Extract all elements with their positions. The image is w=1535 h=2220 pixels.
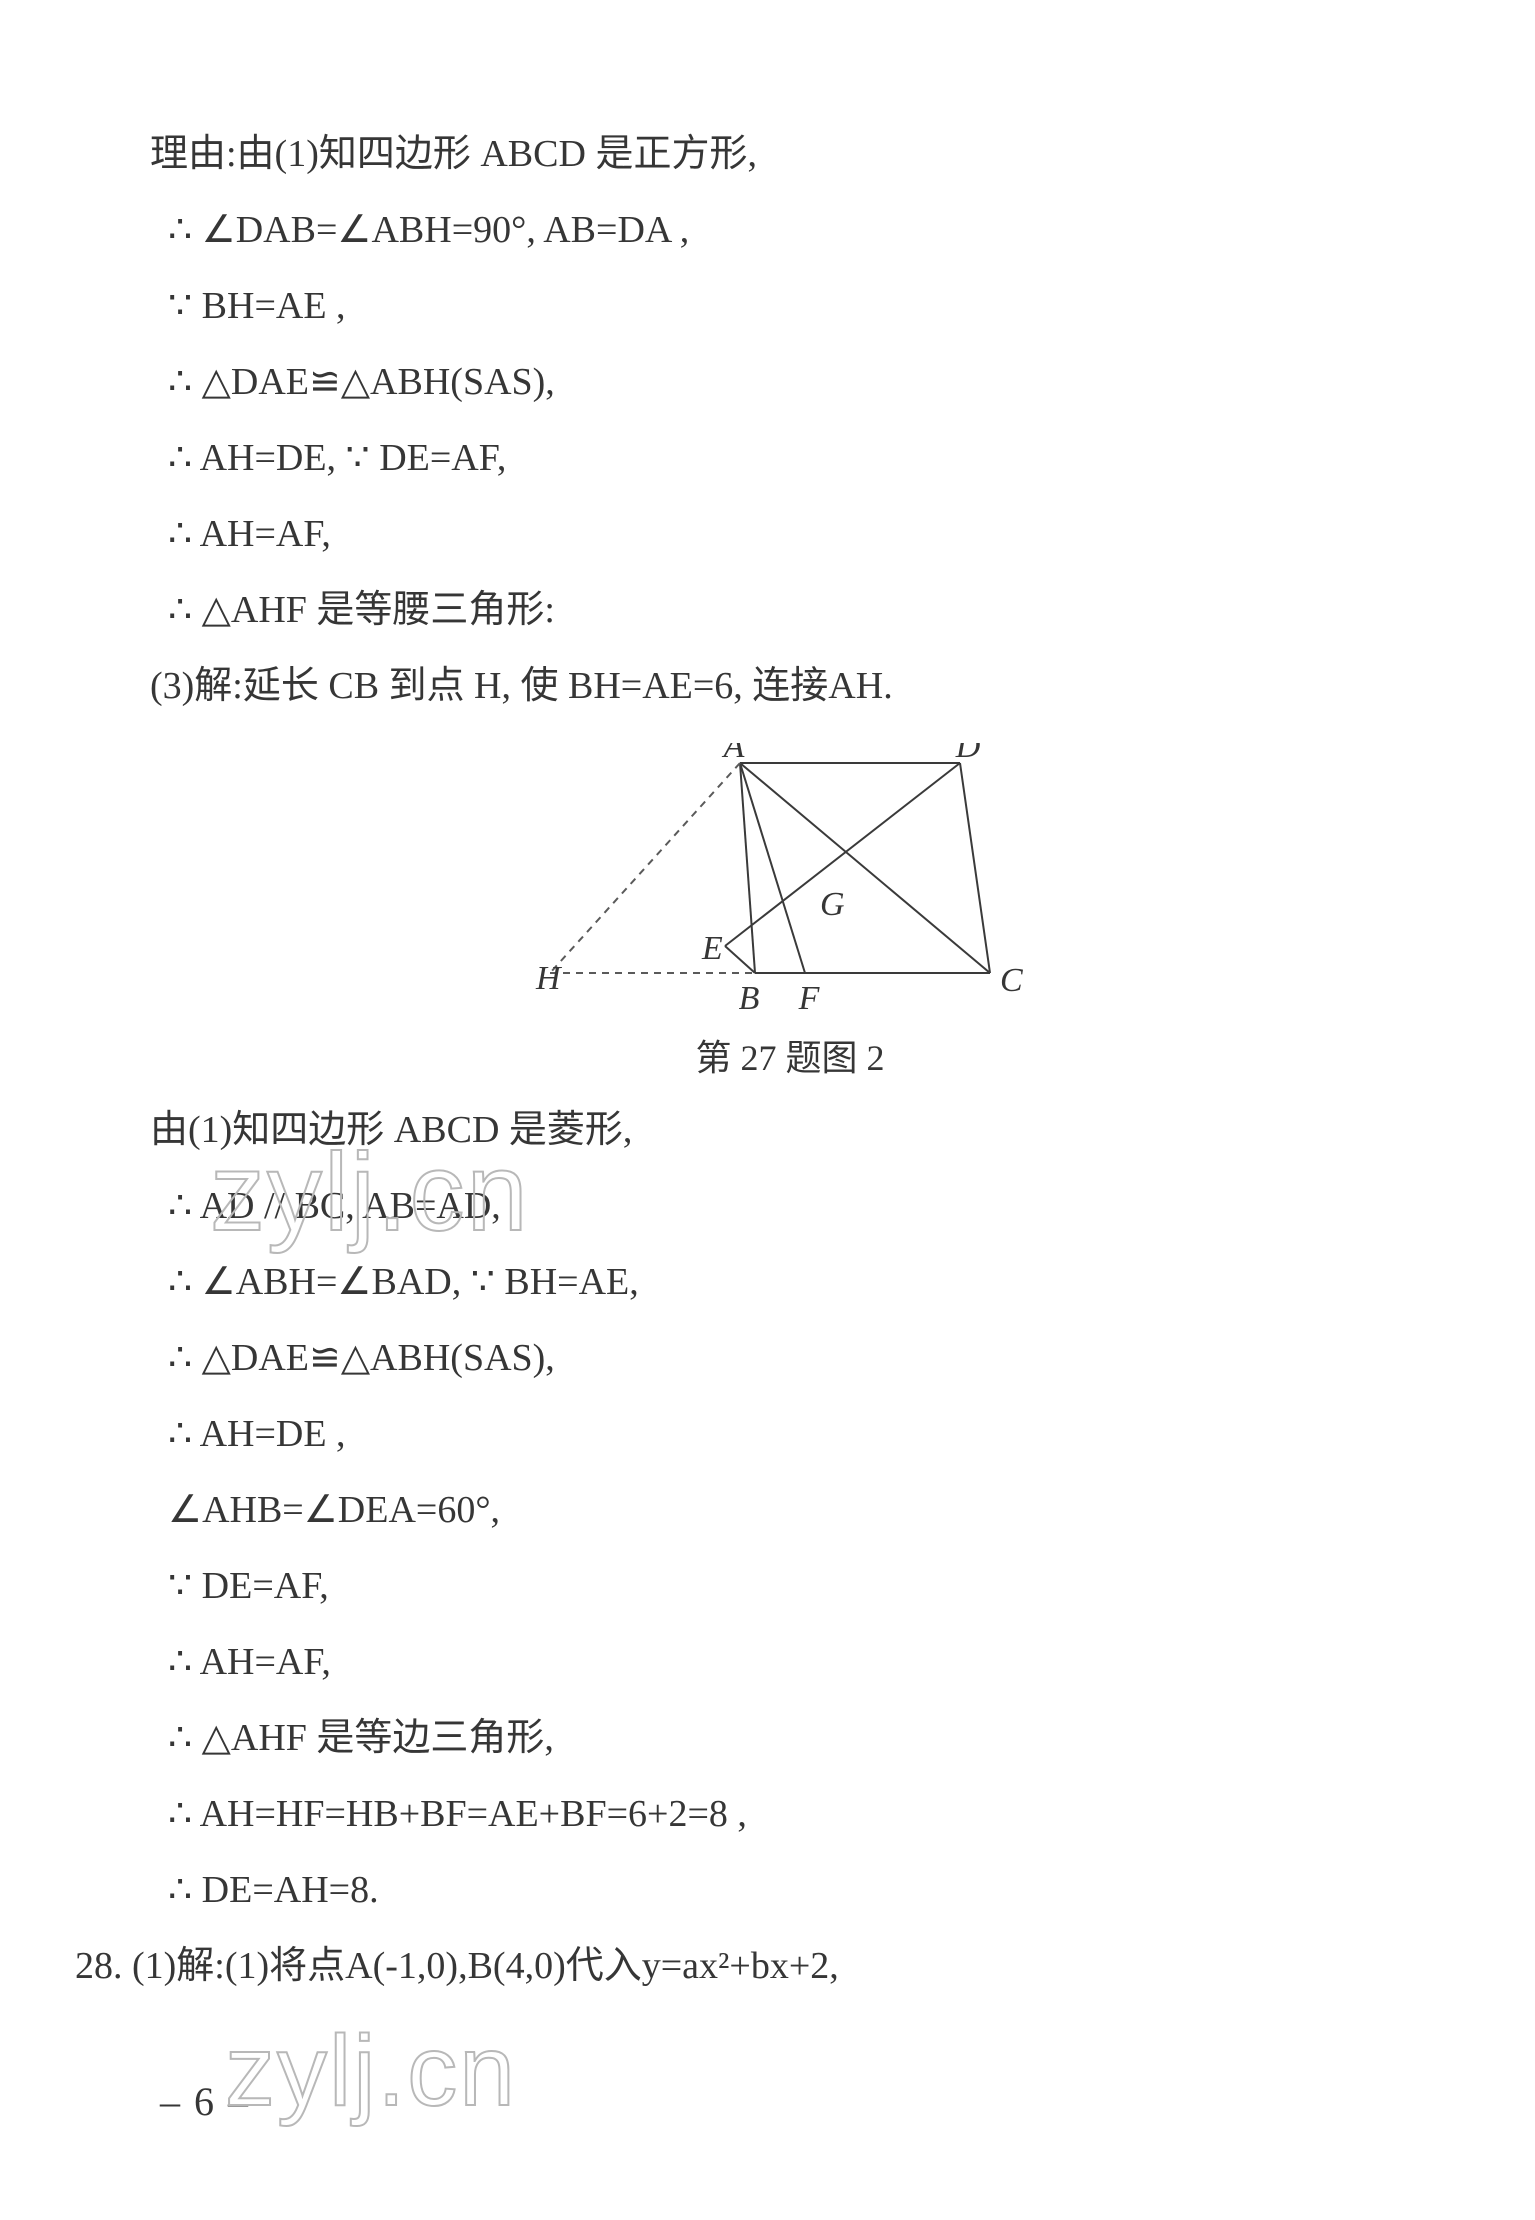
label-D: D <box>955 743 981 765</box>
figure-caption: 第 27 题图 2 <box>150 1029 1430 1081</box>
label-C: C <box>1000 962 1023 999</box>
line-12: ∴ △DAE≌△ABH(SAS), <box>168 1339 1430 1377</box>
line-14: ∠AHB=∠DEA=60°, <box>168 1491 1430 1529</box>
line-16: ∴ AH=AF, <box>168 1643 1430 1681</box>
line-7: ∴ △AHF 是等腰三角形: <box>168 591 1430 629</box>
label-H: H <box>535 960 563 997</box>
line-10: ∴ AD // BC, AB=AD, <box>168 1187 1430 1225</box>
line-15: ∵ DE=AF, <box>168 1567 1430 1605</box>
line-19: ∴ DE=AH=8. <box>168 1871 1430 1909</box>
line-6: ∴ AH=AF, <box>168 515 1430 553</box>
line-11: ∴ ∠ABH=∠BAD, ∵ BH=AE, <box>168 1263 1430 1301</box>
label-G: G <box>820 886 845 923</box>
line-8: (3)解:延长 CB 到点 H, 使 BH=AE=6, 连接AH. <box>150 667 1430 705</box>
line-4: ∴ △DAE≌△ABH(SAS), <box>168 363 1430 401</box>
line-3: ∵ BH=AE , <box>168 287 1430 325</box>
svg-text:zylj.cn: zylj.cn <box>225 2015 517 2127</box>
page-number: – 6 – <box>160 2078 250 2125</box>
label-F: F <box>798 980 821 1013</box>
line-13: ∴ AH=DE , <box>168 1415 1430 1453</box>
line-17: ∴ △AHF 是等边三角形, <box>168 1719 1430 1757</box>
line-2: ∴ ∠DAB=∠ABH=90°, AB=DA , <box>168 211 1430 249</box>
line-18: ∴ AH=HF=HB+BF=AE+BF=6+2=8 , <box>168 1795 1430 1833</box>
line-9: 由(1)知四边形 ABCD 是菱形, <box>150 1111 1430 1149</box>
geometry-diagram: A D H B F C E G <box>530 743 1050 1013</box>
label-B: B <box>739 980 760 1013</box>
solution-text: 理由:由(1)知四边形 ABCD 是正方形, ∴ ∠DAB=∠ABH=90°, … <box>150 135 1430 2023</box>
line-1: 理由:由(1)知四边形 ABCD 是正方形, <box>150 135 1430 173</box>
line-5: ∴ AH=DE, ∵ DE=AF, <box>168 439 1430 477</box>
label-E: E <box>701 930 723 967</box>
figure-27-2: A D H B F C E G 第 27 题图 2 <box>150 743 1430 1081</box>
line-20: 28. (1)解:(1)将点A(-1,0),B(4,0)代入y=ax²+bx+2… <box>75 1947 1430 1985</box>
label-A: A <box>722 743 745 765</box>
